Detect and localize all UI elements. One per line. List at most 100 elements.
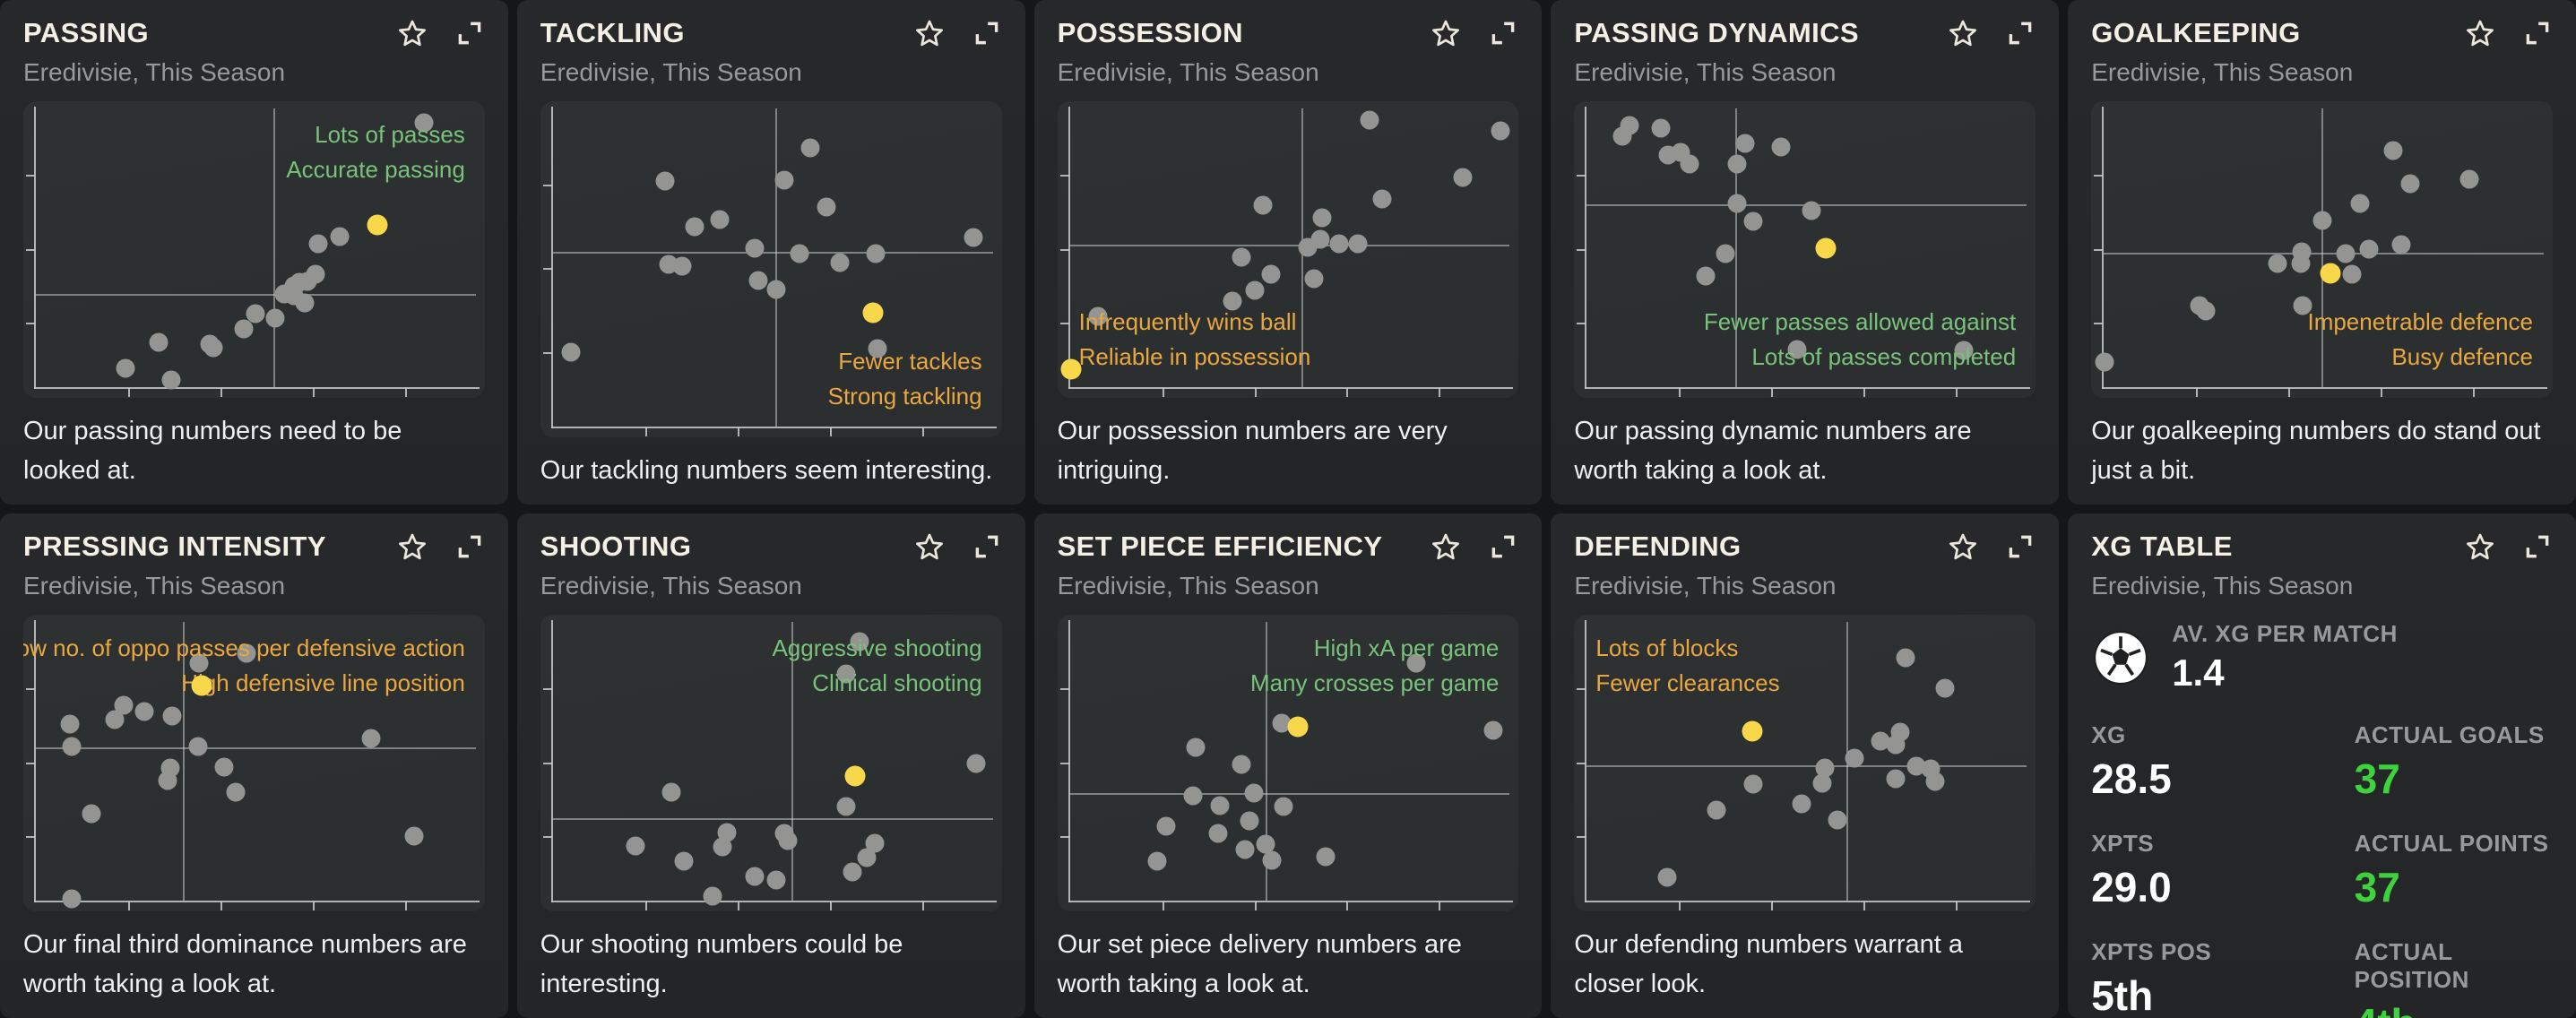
x-axis-line	[1585, 901, 2031, 902]
x-axis-tick	[644, 902, 647, 910]
panel-title: XG TABLE	[2091, 531, 2233, 562]
xg-stat-label: XG	[2091, 721, 2126, 749]
y-axis-line	[34, 620, 36, 902]
stat-panel: TACKLING Eredivisie, This Season	[516, 0, 1025, 505]
xg-stat-label: XPTS	[2091, 830, 2155, 858]
stat-panel: DEFENDING Eredivisie, This Season	[1551, 513, 2060, 1018]
data-point	[414, 113, 434, 133]
plot-area: Infrequently wins ball Reliable in posses…	[1057, 101, 1519, 398]
highlighted-data-point	[1742, 720, 1763, 742]
data-point	[774, 170, 794, 190]
x-axis-tick	[1346, 902, 1349, 910]
panel-title: SHOOTING	[540, 531, 692, 562]
panel-title: DEFENDING	[1574, 531, 1742, 562]
x-axis-line	[550, 901, 997, 902]
favourite-star-icon[interactable]	[914, 18, 945, 48]
data-point	[1802, 201, 1821, 220]
data-point	[237, 643, 256, 663]
x-axis-tick	[1679, 902, 1681, 910]
plot-inner: Aggressive shooting Clinical shooting	[552, 622, 993, 906]
data-point	[149, 332, 169, 352]
favourite-star-icon[interactable]	[1948, 18, 1978, 48]
quadrant-annotation: Fewer passes allowed against Lots of pass…	[1704, 305, 2016, 375]
stat-panel: SHOOTING Eredivisie, This Season	[516, 513, 1025, 1018]
data-point	[1696, 266, 1716, 286]
data-point	[1372, 189, 1392, 209]
crosshair-vertical	[774, 108, 777, 427]
favourite-star-icon[interactable]	[397, 531, 428, 562]
favourite-star-icon[interactable]	[2465, 18, 2495, 48]
panel-title: PASSING DYNAMICS	[1574, 17, 1859, 48]
data-point	[1935, 678, 1955, 698]
expand-panel-icon[interactable]	[972, 18, 1002, 48]
xg-stat: ACTUAL POINTS 37	[2355, 830, 2553, 911]
data-point	[674, 851, 694, 871]
panel-title: TACKLING	[540, 17, 685, 48]
favourite-star-icon[interactable]	[1948, 531, 1978, 562]
y-axis-tick	[542, 762, 552, 764]
expand-panel-icon[interactable]	[1488, 18, 1518, 48]
expand-panel-icon[interactable]	[972, 531, 1002, 562]
x-axis-tick	[1254, 388, 1257, 397]
crosshair-vertical	[2321, 108, 2323, 387]
data-point	[1871, 731, 1890, 751]
annotation-line: Lots of blocks	[1595, 634, 1739, 662]
x-axis-line	[34, 901, 480, 902]
data-point	[1886, 769, 1906, 789]
data-point	[1312, 208, 1332, 228]
data-point	[105, 710, 125, 729]
x-axis-line	[2102, 387, 2547, 389]
expand-panel-icon[interactable]	[2522, 531, 2553, 562]
favourite-star-icon[interactable]	[2465, 531, 2495, 562]
y-axis-tick	[26, 248, 35, 251]
xg-stats-grid: XG 28.5 ACTUAL GOALS 37 XPTS 29.0 ACTUAL…	[2091, 721, 2553, 1018]
xg-stat: XPTS 29.0	[2091, 830, 2354, 911]
x-axis-tick	[644, 427, 647, 436]
favourite-star-icon[interactable]	[1431, 531, 1461, 562]
data-point	[866, 244, 886, 263]
favourite-star-icon[interactable]	[1431, 18, 1461, 48]
data-point	[2291, 254, 2311, 273]
favourite-star-icon[interactable]	[397, 18, 428, 48]
expand-panel-icon[interactable]	[2005, 531, 2036, 562]
x-axis-tick	[1771, 388, 1774, 397]
annotation-line: Low no. of oppo passes per defensive act…	[23, 634, 465, 662]
panel-header: DEFENDING	[1574, 530, 2036, 563]
data-point	[1183, 786, 1203, 806]
football-icon	[2091, 628, 2150, 687]
data-point	[214, 757, 234, 777]
data-point	[1954, 341, 1973, 360]
panel-subtitle: Eredivisie, This Season	[1057, 58, 1319, 87]
data-point	[830, 253, 850, 272]
x-axis-tick	[220, 388, 222, 397]
expand-panel-icon[interactable]	[454, 531, 485, 562]
expand-panel-icon[interactable]	[454, 18, 485, 48]
data-point	[60, 714, 80, 734]
panel-header-icons	[397, 530, 485, 562]
x-axis-tick	[921, 427, 924, 436]
annotation-line: Aggressive shooting	[772, 634, 982, 662]
annotation-line: Infrequently wins ball	[1078, 308, 1297, 335]
x-axis-tick	[404, 388, 407, 397]
crosshair-horizontal	[1586, 765, 2027, 768]
expand-panel-icon[interactable]	[1488, 531, 1518, 562]
crosshair-vertical	[1265, 622, 1267, 901]
crosshair-vertical	[1735, 108, 1738, 387]
y-axis-tick	[2094, 248, 2104, 251]
annotation-line: Lots of passes completed	[1751, 343, 2017, 370]
quadrant-annotation: Low no. of oppo passes per defensive act…	[23, 631, 465, 701]
expand-panel-icon[interactable]	[2005, 18, 2036, 48]
crosshair-vertical	[791, 622, 793, 901]
panel-subtitle: Eredivisie, This Season	[2091, 572, 2354, 600]
plot-inner: High xA per game Many crosses per game	[1069, 622, 1510, 901]
expand-panel-icon[interactable]	[2522, 18, 2553, 48]
xg-stat: ACTUAL POSITION 4th	[2355, 938, 2553, 1018]
quadrant-annotation: Lots of blocks Fewer clearances	[1595, 631, 1779, 701]
favourite-star-icon[interactable]	[914, 531, 945, 562]
data-point	[2350, 194, 2370, 213]
xg-stat-value: 37	[2354, 755, 2400, 803]
data-point	[1210, 796, 1230, 815]
panel-subtitle: Eredivisie, This Season	[1574, 58, 1837, 87]
stat-panel: PASSING Eredivisie, This Season	[0, 0, 508, 505]
data-point	[626, 836, 645, 856]
